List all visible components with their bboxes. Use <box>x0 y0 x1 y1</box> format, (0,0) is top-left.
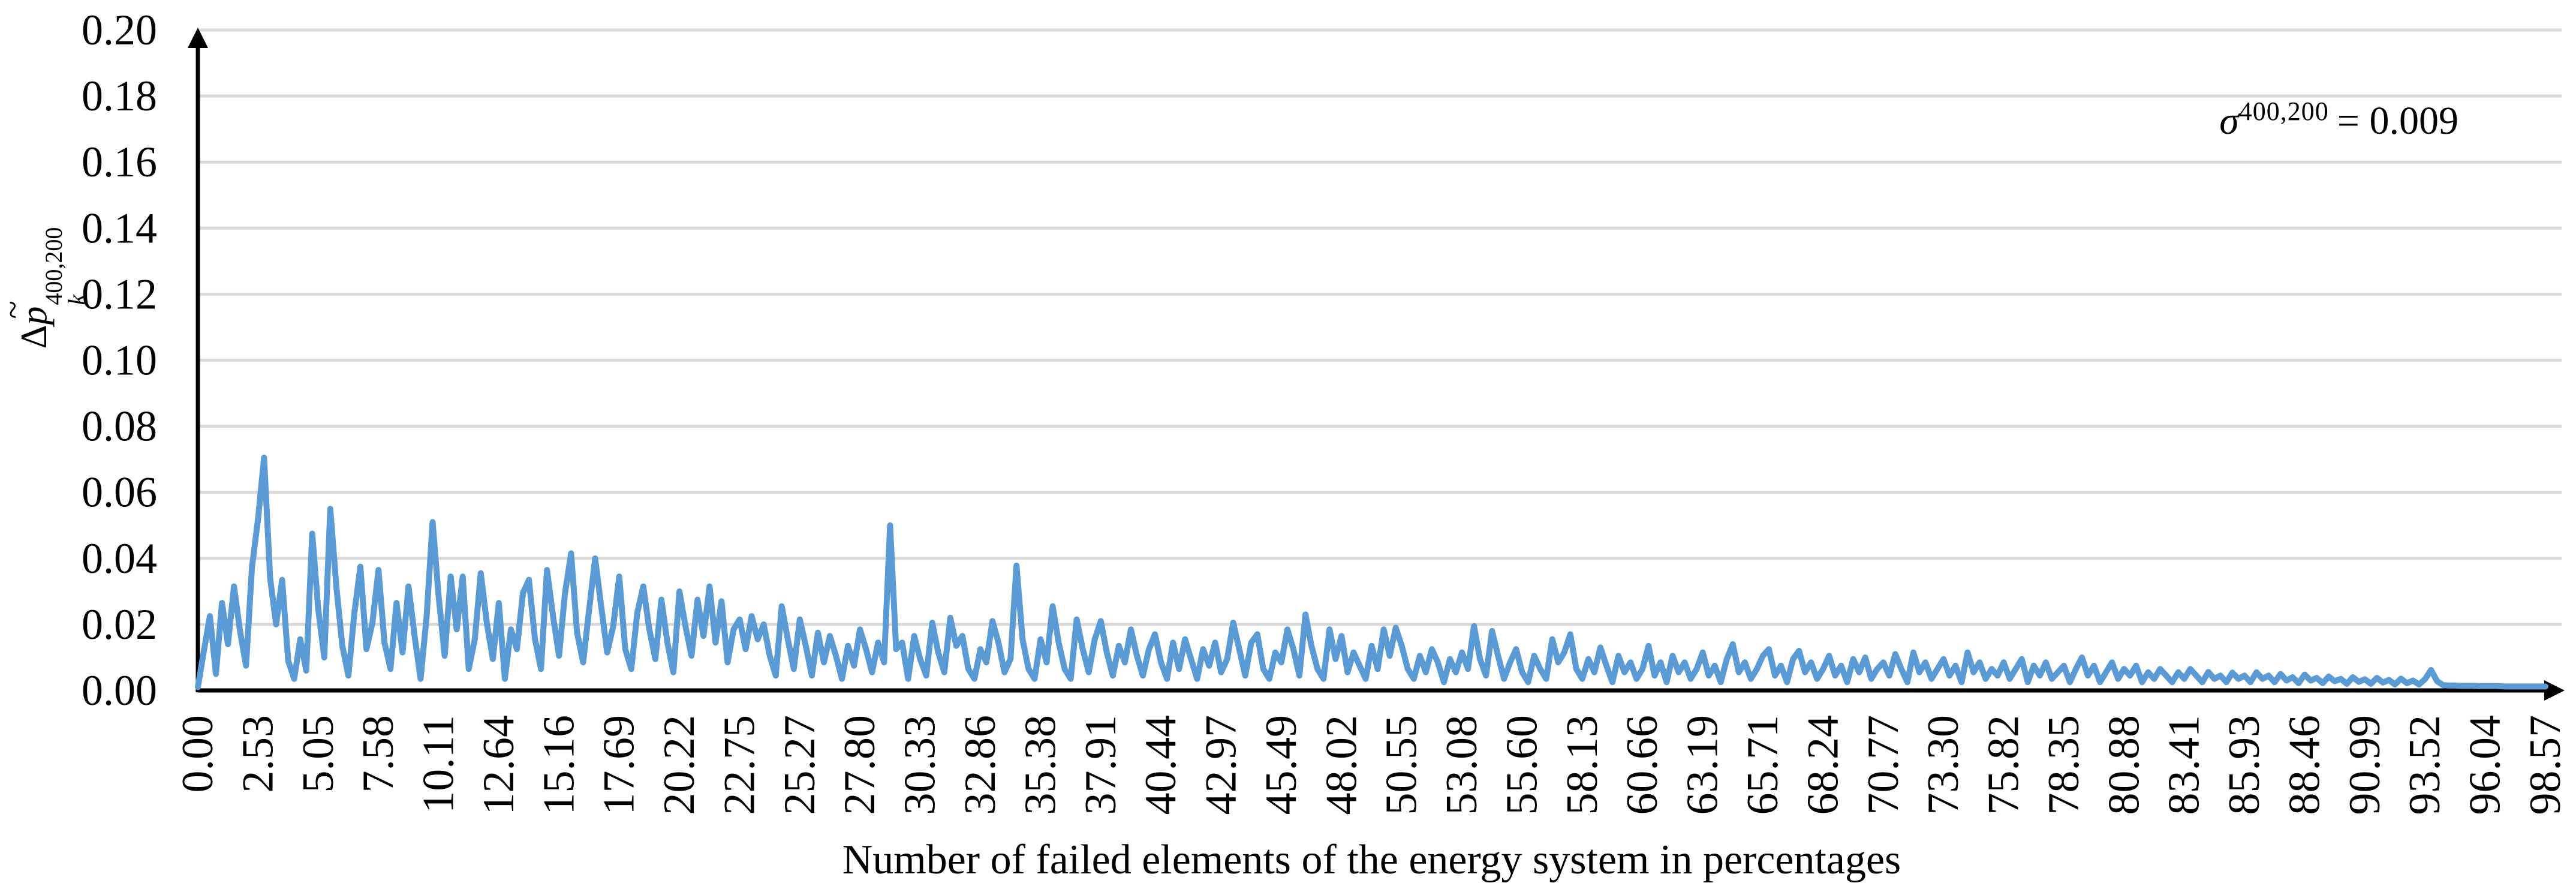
x-tick-label: 78.35 <box>2039 715 2089 815</box>
y-tick-label: 0.04 <box>82 534 157 582</box>
x-tick-label: 7.58 <box>354 715 403 793</box>
x-tick-label: 93.52 <box>2400 715 2449 815</box>
y-tick-label: 0.12 <box>82 270 157 318</box>
x-tick-label: 27.80 <box>835 715 884 815</box>
x-tick-label: 15.16 <box>534 715 583 815</box>
x-tick-label: 10.11 <box>414 715 464 813</box>
data-series-line <box>195 454 2548 690</box>
y-tick-label: 0.14 <box>82 204 157 252</box>
x-tick-label: 53.08 <box>1437 715 1486 815</box>
y-axis-arrow-icon <box>188 28 208 48</box>
sigma-superscript: 400,200 <box>2238 97 2329 126</box>
x-tick-label: 48.02 <box>1317 715 1366 815</box>
x-tick-label: 85.93 <box>2220 715 2269 815</box>
y-tick-label: 0.08 <box>82 403 157 450</box>
x-tick-label: 25.27 <box>775 715 824 815</box>
x-axis-arrow-icon <box>2544 680 2565 701</box>
sigma-symbol: σ <box>2219 99 2239 143</box>
x-tick-label: 63.19 <box>1678 715 1728 815</box>
y-tick-label: 0.10 <box>82 337 157 385</box>
sigma-value: = 0.009 <box>2337 99 2458 143</box>
x-tick-label: 42.97 <box>1197 715 1246 815</box>
x-tick-label: 65.71 <box>1738 715 1787 815</box>
y-tick-label: 0.18 <box>82 72 157 120</box>
x-tick-label: 45.49 <box>1257 715 1306 815</box>
tilde-accent: ~ <box>0 301 36 319</box>
x-tick-label: 73.30 <box>1919 715 1968 815</box>
sigma-annotation: σ400,200 = 0.009 <box>2039 96 2458 144</box>
x-tick-label: 35.38 <box>1016 715 1065 815</box>
x-axis-title: Number of failed elements of the energy … <box>842 837 1901 883</box>
x-tick-label: 12.64 <box>474 715 523 815</box>
p-symbol: p~ <box>0 301 57 325</box>
x-tick-label: 17.69 <box>595 715 644 815</box>
x-tick-label: 83.41 <box>2160 715 2209 815</box>
x-tick-label: 75.82 <box>1979 715 2029 815</box>
y-tick-label: 0.20 <box>82 6 157 54</box>
x-tick-label: 22.75 <box>715 715 764 815</box>
x-tick-label: 55.60 <box>1497 715 1546 815</box>
x-tick-label: 2.53 <box>233 715 282 793</box>
y-axis-title-scripts: 400,200 k <box>40 227 91 305</box>
x-tick-label: 68.24 <box>1798 715 1847 815</box>
x-tick-label: 20.22 <box>655 715 704 815</box>
y-tick-label: 0.06 <box>82 468 157 516</box>
x-tick-label: 0.00 <box>173 715 222 793</box>
x-tick-label: 96.04 <box>2461 715 2510 815</box>
x-tick-label: 90.99 <box>2340 715 2390 815</box>
delta-symbol: Δ <box>14 325 55 349</box>
x-tick-label: 32.86 <box>956 715 1005 815</box>
y-axis-title-superscript: 400,200 <box>40 227 68 305</box>
x-tick-label: 98.57 <box>2521 715 2570 815</box>
x-tick-label: 70.77 <box>1859 715 1908 815</box>
y-tick-label: 0.00 <box>82 666 157 714</box>
x-tick-label: 40.44 <box>1136 715 1185 815</box>
y-axis-title-subscript: k <box>63 294 91 305</box>
x-tick-label: 60.66 <box>1618 715 1667 815</box>
x-tick-label: 80.88 <box>2099 715 2148 815</box>
x-tick-label: 30.33 <box>896 715 945 815</box>
y-tick-label: 0.16 <box>82 138 157 186</box>
x-tick-label: 37.91 <box>1076 715 1126 815</box>
x-tick-label: 5.05 <box>294 715 343 793</box>
x-tick-label: 50.55 <box>1377 715 1427 815</box>
x-tick-label: 88.46 <box>2280 715 2329 815</box>
y-tick-label: 0.02 <box>82 600 157 648</box>
x-tick-label: 58.13 <box>1558 715 1607 815</box>
